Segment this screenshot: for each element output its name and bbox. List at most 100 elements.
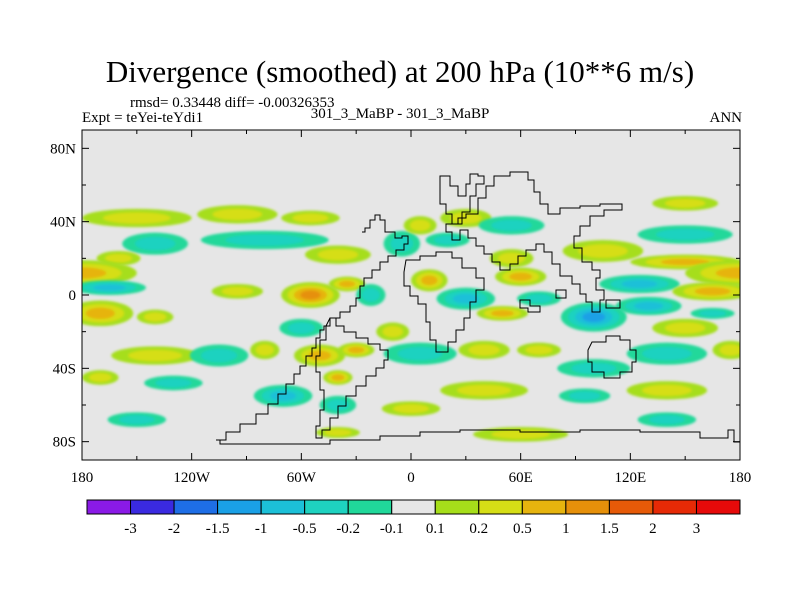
divergence-cell <box>279 318 324 338</box>
divergence-cell <box>685 260 740 286</box>
x-tick-label: 60W <box>287 470 317 486</box>
divergence-contour <box>509 272 533 281</box>
divergence-cell <box>690 307 735 319</box>
divergence-contour <box>105 253 133 263</box>
divergence-cell <box>294 344 346 367</box>
divergence-contour <box>331 374 345 381</box>
divergence-cell <box>517 291 561 306</box>
colorbar-swatch <box>217 499 262 515</box>
divergence-contour <box>410 219 431 231</box>
divergence-cell <box>136 309 174 325</box>
y-tick-label: 40N <box>50 215 76 231</box>
divergence-contour <box>82 267 107 279</box>
colorbar-level-label: 0.5 <box>513 521 532 537</box>
coastline-south-america <box>315 317 389 439</box>
divergence-cell <box>383 342 457 365</box>
divergence-cell <box>319 395 357 415</box>
divergence-cell <box>107 412 167 427</box>
divergence-contour <box>397 346 443 361</box>
divergence-contour <box>621 279 658 289</box>
divergence-cell <box>82 208 192 228</box>
x-tick-label: 180 <box>729 470 752 486</box>
coastline-africa <box>403 251 485 353</box>
divergence-contour <box>571 362 617 374</box>
colorbar-level-label: -0.2 <box>336 521 360 537</box>
divergence-contour <box>715 267 740 279</box>
y-tick-label: 80N <box>50 141 76 157</box>
colorbar-swatch <box>478 499 523 515</box>
divergence-cell <box>411 269 448 292</box>
x-tick-label: 60E <box>509 470 533 486</box>
divergence-contour <box>270 390 297 401</box>
contour-fill-layer <box>82 196 740 442</box>
divergence-contour <box>317 249 359 261</box>
colorbar-level-label: -1 <box>255 521 268 537</box>
divergence-cell <box>652 318 719 338</box>
x-tick-label: 0 <box>407 470 415 486</box>
colorbar-swatch <box>565 499 610 515</box>
divergence-contour <box>225 234 305 246</box>
divergence-contour <box>390 235 414 252</box>
season-label: ANN <box>709 110 743 126</box>
coastline-antarctica <box>216 429 740 445</box>
divergence-contour <box>255 344 274 356</box>
divergence-contour <box>128 349 183 362</box>
x-tick-label: 180 <box>71 470 94 486</box>
divergence-cell <box>328 276 366 292</box>
divergence-cell <box>200 230 329 250</box>
axes: 180 120W 60W 0 60E 120E 180 80N 40N 0 40S 80S <box>50 130 751 486</box>
divergence-cell <box>376 322 410 341</box>
divergence-contour <box>719 344 740 356</box>
coastline-greenland <box>439 173 485 225</box>
colorbar-swatch <box>347 499 393 515</box>
statistics-text: rmsd= 0.33448 diff= -0.00326353 <box>130 95 335 111</box>
divergence-cell <box>82 280 146 295</box>
divergence-cell <box>476 306 528 321</box>
divergence-cell <box>562 240 644 262</box>
plot-title: Divergence (smoothed) at 200 hPa (10**6 … <box>105 54 695 89</box>
divergence-cell <box>478 216 545 235</box>
divergence-cell <box>197 205 278 224</box>
divergence-cell <box>403 216 437 235</box>
divergence-contour <box>421 275 438 286</box>
divergence-cell <box>599 274 680 294</box>
divergence-contour <box>664 322 706 334</box>
coastline-america <box>216 214 409 441</box>
divergence-contour <box>568 391 601 401</box>
divergence-contour <box>382 326 403 338</box>
divergence-cell <box>122 232 189 255</box>
continent-outline-layer <box>216 171 740 445</box>
divergence-contour <box>118 415 155 425</box>
colorbar-swatch <box>130 499 175 515</box>
coastline-south-asia-islands <box>519 289 621 313</box>
divergence-cell <box>436 287 496 310</box>
colorbar-swatch <box>434 499 480 515</box>
divergence-contour <box>660 258 710 266</box>
colorbar-swatch <box>173 499 219 515</box>
divergence-contour <box>498 252 526 264</box>
colorbar-level-label: -1.5 <box>206 521 230 537</box>
colorbar-level-label: -0.1 <box>380 521 404 537</box>
divergence-contour <box>361 288 380 302</box>
divergence-contour <box>324 429 352 436</box>
divergence-cell <box>458 340 510 360</box>
divergence-contour <box>655 228 715 241</box>
experiment-label: Expt = teYei-teYdi1 <box>82 110 204 126</box>
colorbar-level-label: 0.1 <box>426 521 445 537</box>
divergence-contour <box>452 293 479 304</box>
y-tick-label: 0 <box>69 288 77 304</box>
divergence-contour <box>491 219 532 231</box>
divergence-cell <box>489 249 534 268</box>
divergence-cell <box>626 342 708 365</box>
divergence-cell <box>211 284 263 299</box>
colorbar-swatch <box>391 499 436 515</box>
divergence-cell <box>473 427 569 442</box>
divergence-cell <box>626 381 708 400</box>
divergence-cell <box>425 232 470 248</box>
divergence-contour <box>143 312 167 322</box>
y-tick-label: 80S <box>53 435 76 451</box>
colorbar-swatch <box>304 499 349 515</box>
divergence-contour <box>326 399 350 411</box>
divergence-cell <box>440 381 528 400</box>
divergence-contour <box>155 378 192 388</box>
